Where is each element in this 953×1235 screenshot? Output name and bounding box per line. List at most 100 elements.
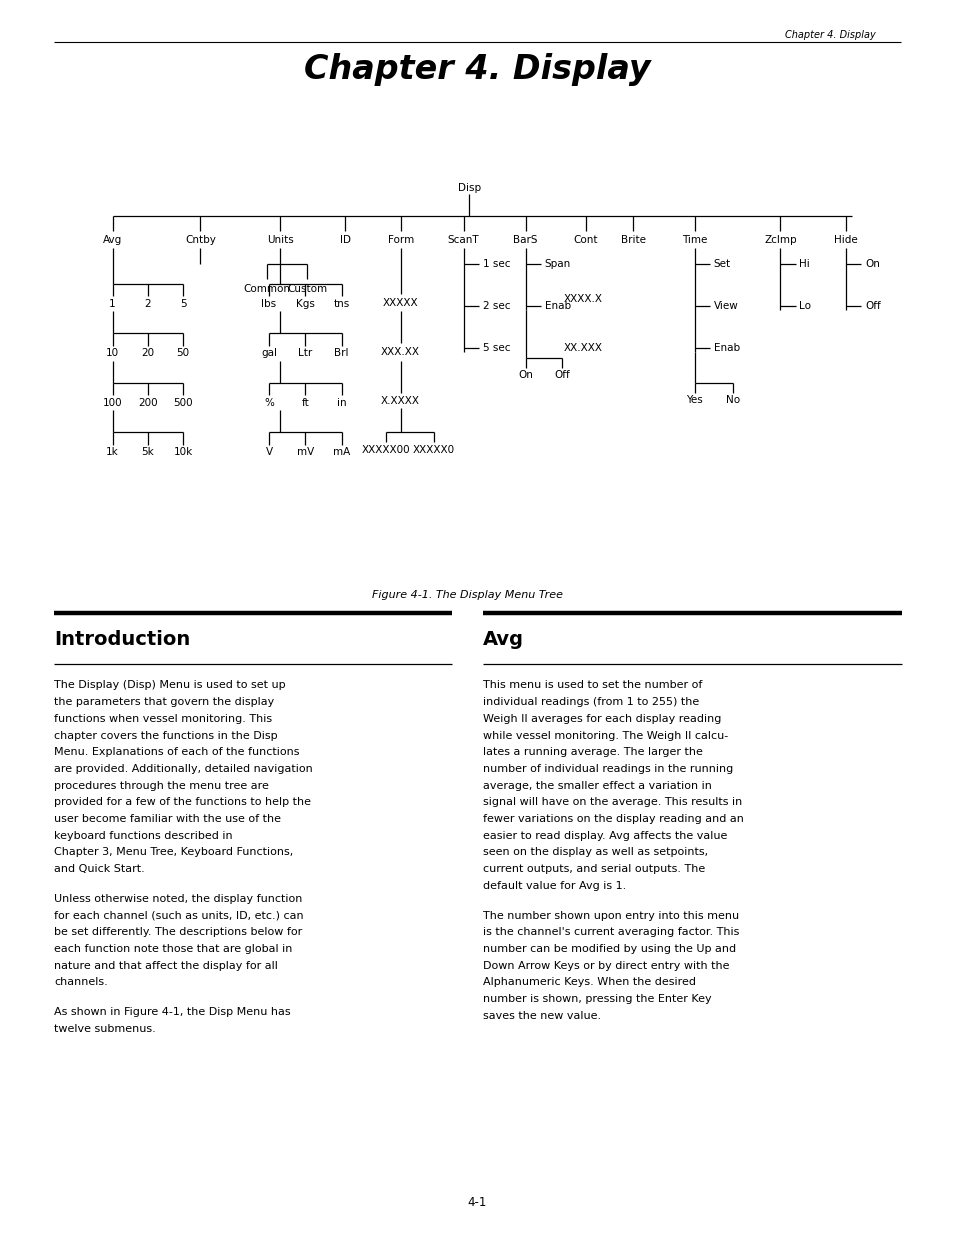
Text: Form: Form [387,235,414,245]
Text: BarS: BarS [513,235,537,245]
Text: Off: Off [864,301,881,311]
Text: each function note those that are global in: each function note those that are global… [54,944,293,953]
Text: ft: ft [301,398,309,408]
Text: 1k: 1k [106,447,119,457]
Text: Off: Off [554,370,569,380]
Text: twelve submenus.: twelve submenus. [54,1024,156,1034]
Text: 50: 50 [176,348,190,358]
Text: 4-1: 4-1 [467,1197,486,1209]
Text: 2: 2 [145,299,151,309]
Text: Chapter 4. Display: Chapter 4. Display [783,30,875,40]
Text: Menu. Explanations of each of the functions: Menu. Explanations of each of the functi… [54,747,299,757]
Text: signal will have on the average. This results in: signal will have on the average. This re… [482,798,741,808]
Text: mA: mA [333,447,350,457]
Text: View: View [713,301,738,311]
Text: tns: tns [333,299,350,309]
Text: number can be modified by using the Up and: number can be modified by using the Up a… [482,944,735,953]
Text: Avg: Avg [103,235,122,245]
Text: seen on the display as well as setpoints,: seen on the display as well as setpoints… [482,847,707,857]
Text: Down Arrow Keys or by direct entry with the: Down Arrow Keys or by direct entry with … [482,961,728,971]
Text: Cntby: Cntby [185,235,215,245]
Text: while vessel monitoring. The Weigh II calcu-: while vessel monitoring. The Weigh II ca… [482,731,727,741]
Text: The Display (Disp) Menu is used to set up: The Display (Disp) Menu is used to set u… [54,680,286,690]
Text: XX.XXX: XX.XXX [563,343,601,353]
Text: Cont: Cont [573,235,598,245]
Text: 1 sec: 1 sec [482,259,510,269]
Text: nature and that affect the display for all: nature and that affect the display for a… [54,961,278,971]
Text: 20: 20 [141,348,154,358]
Text: saves the new value.: saves the new value. [482,1010,600,1020]
Text: V: V [265,447,273,457]
Text: Unless otherwise noted, the display function: Unless otherwise noted, the display func… [54,894,302,904]
Text: 5 sec: 5 sec [482,343,510,353]
Text: Custom: Custom [287,284,327,294]
Text: %: % [264,398,274,408]
Text: Figure 4-1. The Display Menu Tree: Figure 4-1. The Display Menu Tree [372,590,562,600]
Text: 200: 200 [138,398,157,408]
Text: for each channel (such as units, ID, etc.) can: for each channel (such as units, ID, etc… [54,910,304,920]
Text: 500: 500 [173,398,193,408]
Text: 5k: 5k [141,447,154,457]
Text: fewer variations on the display reading and an: fewer variations on the display reading … [482,814,742,824]
Text: keyboard functions described in: keyboard functions described in [54,831,233,841]
Text: channels.: channels. [54,977,108,987]
Text: Common: Common [243,284,291,294]
Text: Avg: Avg [482,630,523,650]
Text: current outputs, and serial outputs. The: current outputs, and serial outputs. The [482,864,704,874]
Text: user become familiar with the use of the: user become familiar with the use of the [54,814,281,824]
Text: Span: Span [544,259,571,269]
Text: Enab: Enab [544,301,570,311]
Text: Units: Units [267,235,294,245]
Text: mV: mV [296,447,314,457]
Text: 1: 1 [110,299,115,309]
Text: 100: 100 [103,398,122,408]
Text: Set: Set [713,259,730,269]
Text: Enab: Enab [713,343,739,353]
Text: The number shown upon entry into this menu: The number shown upon entry into this me… [482,910,738,920]
Text: As shown in Figure 4-1, the Disp Menu has: As shown in Figure 4-1, the Disp Menu ha… [54,1008,291,1018]
Text: XXX.XX: XXX.XX [381,347,419,357]
Text: XXXX.X: XXXX.X [563,294,601,304]
Text: Lo: Lo [799,301,811,311]
Text: are provided. Additionally, detailed navigation: are provided. Additionally, detailed nav… [54,763,313,774]
Text: Hi: Hi [799,259,809,269]
Text: 5: 5 [180,299,186,309]
Text: Time: Time [681,235,706,245]
Text: ZcImp: ZcImp [763,235,796,245]
Text: Introduction: Introduction [54,630,191,650]
Text: individual readings (from 1 to 255) the: individual readings (from 1 to 255) the [482,697,699,708]
Text: XXXXX: XXXXX [382,298,418,308]
Text: average, the smaller effect a variation in: average, the smaller effect a variation … [482,781,711,790]
Text: XXXXX0: XXXXX0 [413,445,455,454]
Text: Alphanumeric Keys. When the desired: Alphanumeric Keys. When the desired [482,977,695,987]
Text: number of individual readings in the running: number of individual readings in the run… [482,763,732,774]
Text: lbs: lbs [261,299,276,309]
Text: chapter covers the functions in the Disp: chapter covers the functions in the Disp [54,731,277,741]
Text: lates a running average. The larger the: lates a running average. The larger the [482,747,701,757]
Text: 10k: 10k [173,447,193,457]
Text: On: On [864,259,880,269]
Text: in: in [336,398,346,408]
Text: be set differently. The descriptions below for: be set differently. The descriptions bel… [54,927,302,937]
Text: Yes: Yes [685,395,702,405]
Text: Hide: Hide [834,235,857,245]
Text: X.XXXX: X.XXXX [381,396,419,406]
Text: Weigh II averages for each display reading: Weigh II averages for each display readi… [482,714,720,724]
Text: number is shown, pressing the Enter Key: number is shown, pressing the Enter Key [482,994,711,1004]
Text: provided for a few of the functions to help the: provided for a few of the functions to h… [54,798,311,808]
Text: Kgs: Kgs [295,299,314,309]
Text: ScanT: ScanT [447,235,479,245]
Text: the parameters that govern the display: the parameters that govern the display [54,697,274,708]
Text: gal: gal [261,348,276,358]
Text: Chapter 4. Display: Chapter 4. Display [303,53,650,85]
Text: On: On [517,370,533,380]
Text: functions when vessel monitoring. This: functions when vessel monitoring. This [54,714,273,724]
Text: easier to read display. Avg affects the value: easier to read display. Avg affects the … [482,831,726,841]
Text: default value for Avg is 1.: default value for Avg is 1. [482,881,625,890]
Text: Brite: Brite [620,235,645,245]
Text: Brl: Brl [334,348,349,358]
Text: Disp: Disp [457,183,480,193]
Text: procedures through the menu tree are: procedures through the menu tree are [54,781,269,790]
Text: Chapter 3, Menu Tree, Keyboard Functions,: Chapter 3, Menu Tree, Keyboard Functions… [54,847,294,857]
Text: Ltr: Ltr [298,348,312,358]
